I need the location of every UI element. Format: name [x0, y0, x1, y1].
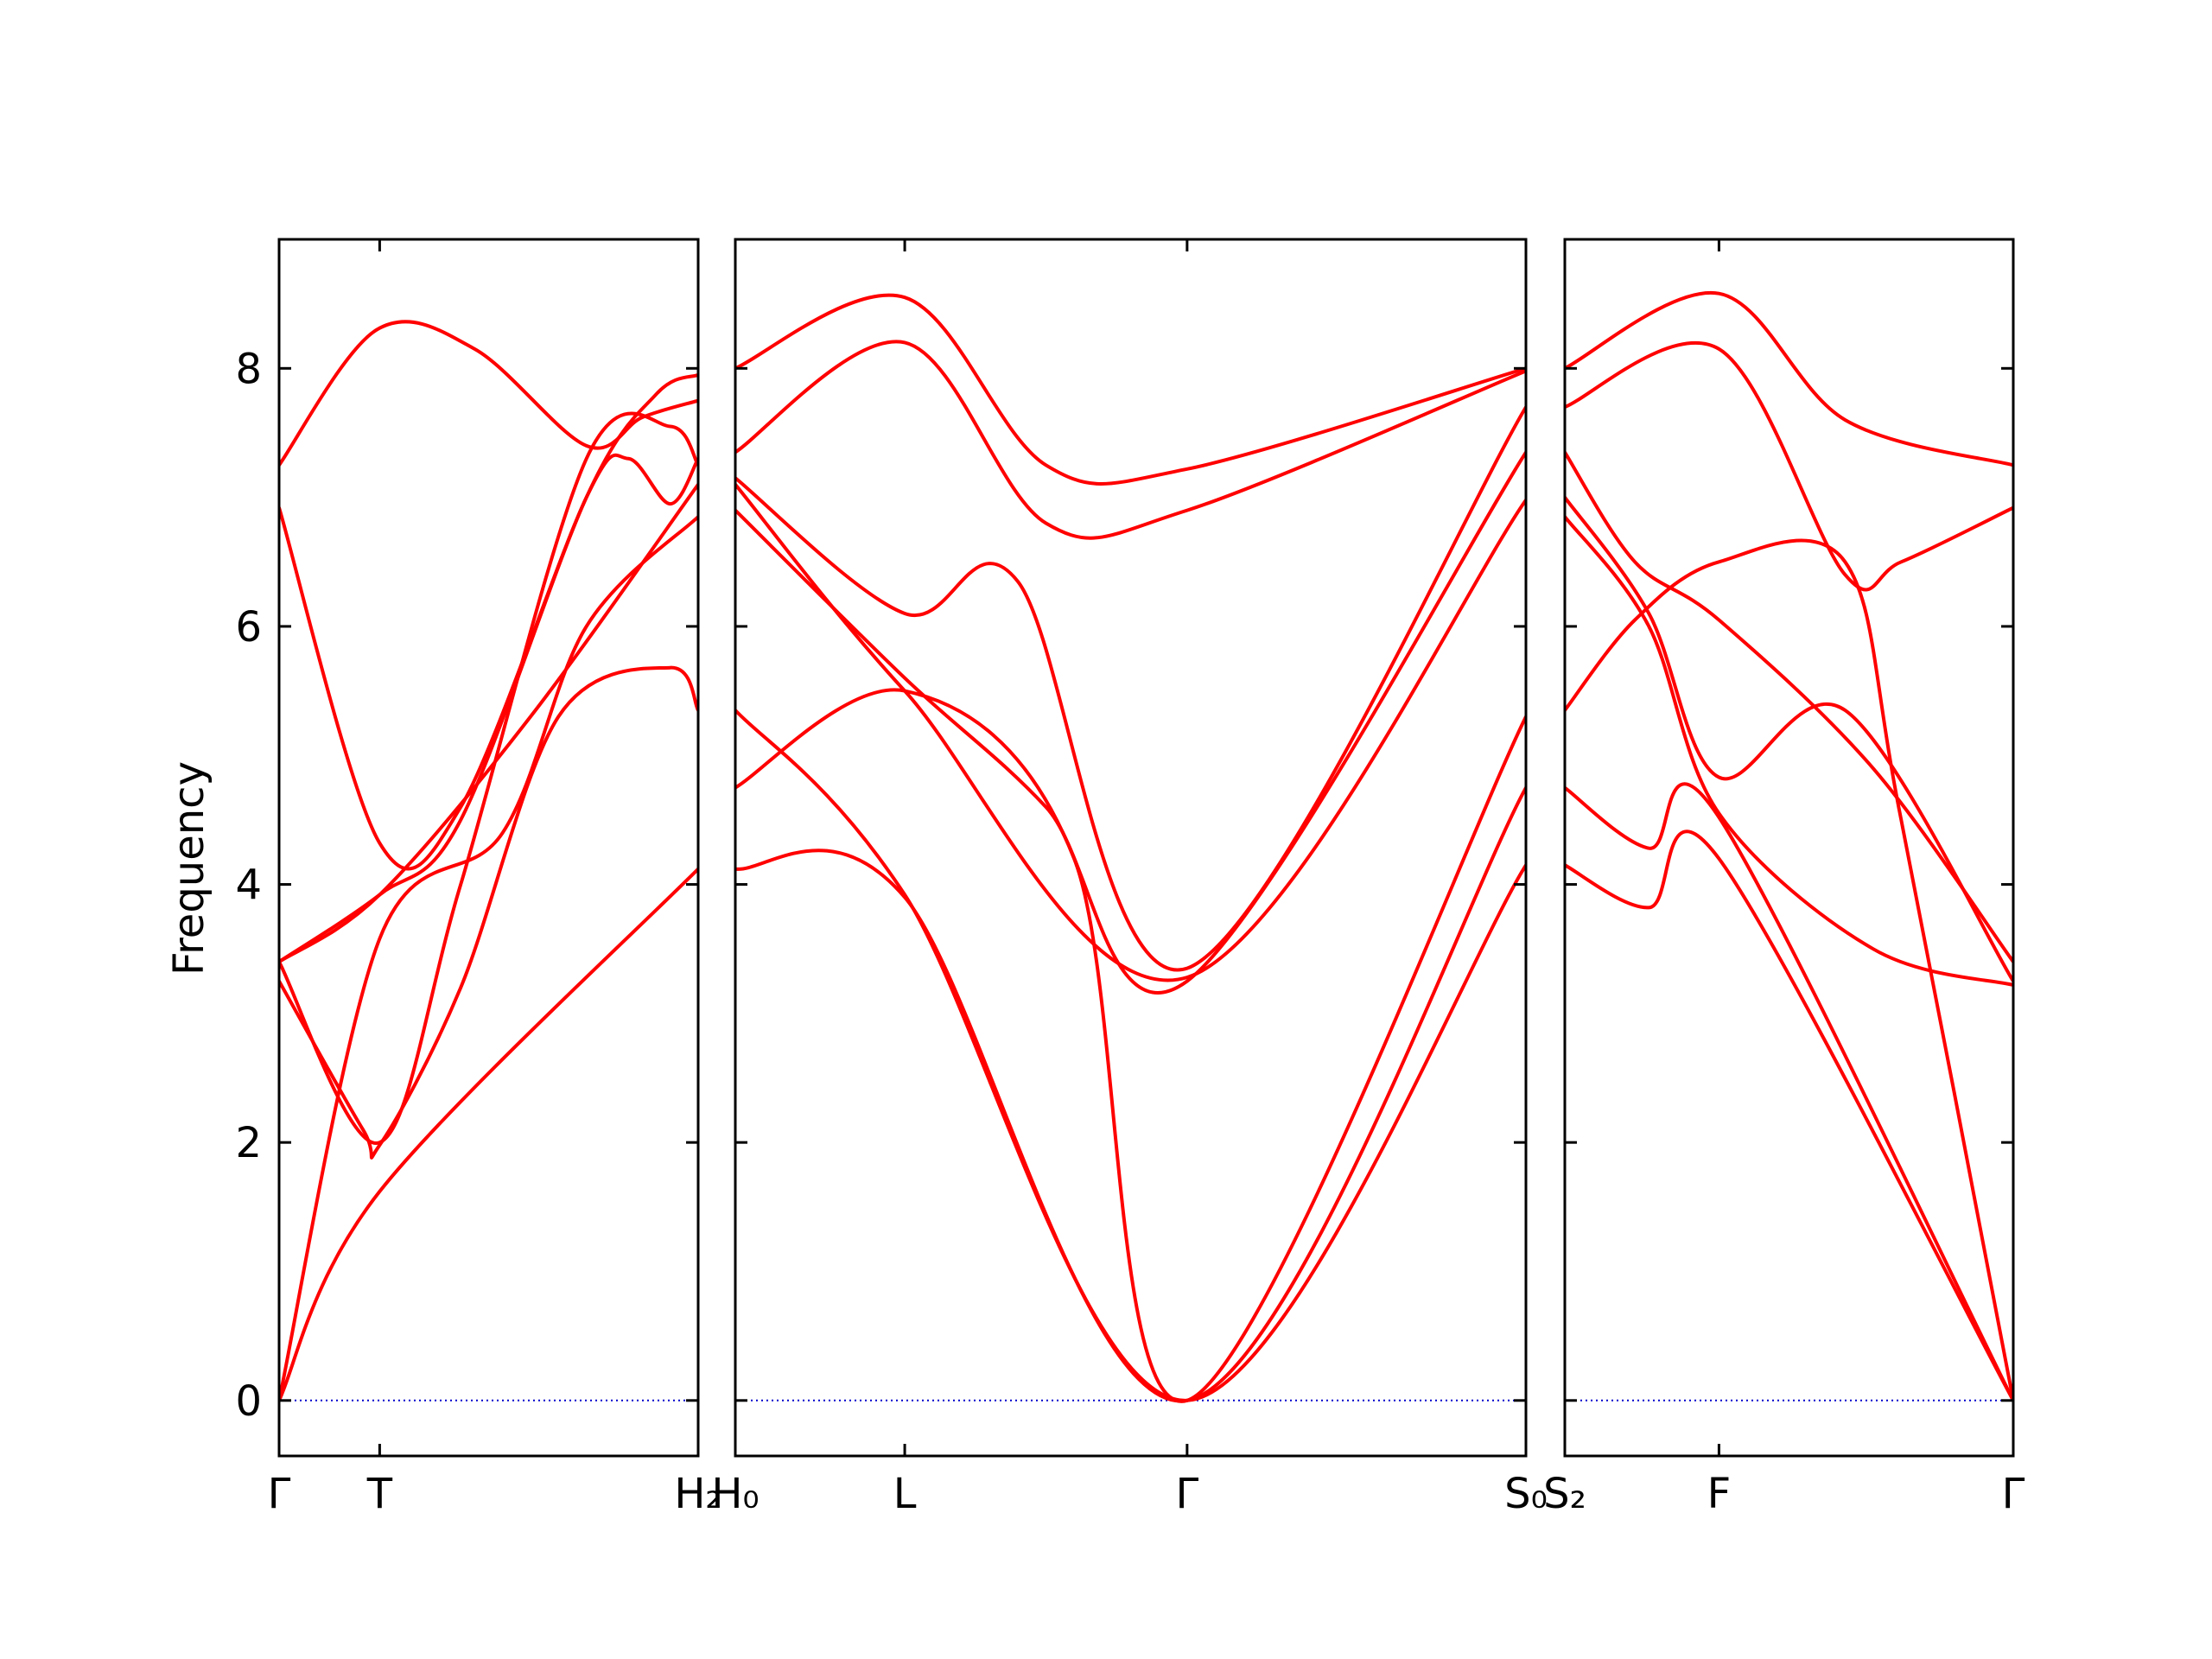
x-tick-label: S₂: [1543, 1470, 1586, 1518]
band-line-6: [735, 405, 1526, 972]
band-line-1: [279, 867, 698, 1402]
band-line-8: [1565, 290, 2013, 467]
band-line-4: [735, 450, 1526, 995]
band-line-4: [1565, 515, 2013, 987]
band-line-8: [735, 293, 1526, 486]
y-axis-label: Frequency: [165, 761, 213, 976]
band-line-2: [1565, 782, 2013, 1402]
band-line-5: [735, 482, 1526, 982]
x-tick-label: L: [893, 1470, 917, 1518]
panel-1: 0 2 4 6 8 Γ T H₂: [235, 238, 722, 1518]
band-line-7: [279, 320, 698, 467]
band-line-1: [1565, 830, 2013, 1402]
x-tick-label: T: [366, 1470, 393, 1518]
panel-3: S₂ F Γ: [1543, 238, 2025, 1518]
bands-group: [1565, 290, 2013, 1402]
panel-frame: [734, 238, 1528, 1458]
panel-2: H₀ L Γ S₀: [711, 238, 1548, 1518]
band-line-5: [279, 411, 698, 1145]
bands-group: [279, 320, 698, 1402]
y-tick-label: 0: [235, 1377, 262, 1426]
y-tick-label: 2: [235, 1119, 262, 1167]
x-tick-label: Γ: [1175, 1470, 1198, 1518]
x-tick-label: S₀: [1504, 1470, 1548, 1518]
band-line-3: [735, 688, 1526, 1403]
x-tick-label: H₂: [674, 1470, 721, 1518]
band-line-2: [735, 785, 1526, 1403]
y-tick-label: 6: [235, 603, 262, 652]
panel-frame: [277, 238, 700, 1458]
band-line-3: [279, 665, 698, 1160]
band-line-2: [279, 515, 698, 1402]
x-tick-label: F: [1707, 1470, 1732, 1518]
band-line-7: [1565, 340, 2013, 592]
y-tick-label: 8: [235, 345, 262, 393]
band-line-8: [279, 372, 698, 964]
panel-frame: [1563, 238, 2015, 1458]
band-line-5: [1565, 495, 2013, 983]
y-tick-label: 4: [235, 861, 262, 910]
band-line-6: [279, 453, 698, 871]
x-tick-label: Γ: [268, 1470, 291, 1518]
band-line-6: [1565, 450, 2013, 964]
x-tick-label: H₀: [711, 1470, 759, 1518]
band-line-3: [1565, 538, 2013, 1402]
bands-group: [735, 293, 1526, 1403]
band-line-7: [735, 340, 1526, 540]
x-tick-label: Γ: [2002, 1470, 2025, 1518]
band-line-4: [279, 482, 698, 964]
